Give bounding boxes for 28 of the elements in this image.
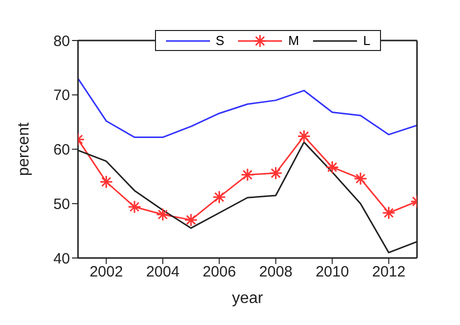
y-axis-title: percent bbox=[16, 122, 33, 176]
point bbox=[156, 208, 170, 222]
y-tick-label: 60 bbox=[53, 142, 70, 159]
x-tick-label: 2002 bbox=[90, 264, 123, 281]
text: L bbox=[363, 33, 370, 48]
x-tick-label: 2012 bbox=[372, 264, 406, 281]
y-tick-label: 40 bbox=[53, 250, 70, 268]
y-tick-label: 50 bbox=[53, 196, 70, 213]
legend-label: M bbox=[288, 33, 300, 48]
point bbox=[326, 160, 339, 174]
point bbox=[354, 172, 368, 186]
point bbox=[240, 168, 254, 182]
point bbox=[212, 190, 226, 204]
point bbox=[128, 200, 142, 214]
x-tick-label: 2004 bbox=[146, 264, 180, 281]
legend-label: S bbox=[216, 33, 224, 48]
x-axis-title: year bbox=[232, 290, 264, 307]
x-tick-label: 2008 bbox=[259, 264, 292, 281]
x-tick-label: 2010 bbox=[316, 264, 349, 281]
point bbox=[382, 206, 396, 220]
line-series bbox=[78, 78, 417, 138]
point bbox=[297, 129, 311, 143]
y-tick-label: 80 bbox=[53, 32, 70, 50]
point bbox=[100, 175, 113, 189]
point bbox=[184, 213, 198, 227]
y-tick-label: 70 bbox=[53, 87, 70, 104]
x-tick-label: 2006 bbox=[202, 264, 236, 281]
point bbox=[269, 166, 282, 180]
